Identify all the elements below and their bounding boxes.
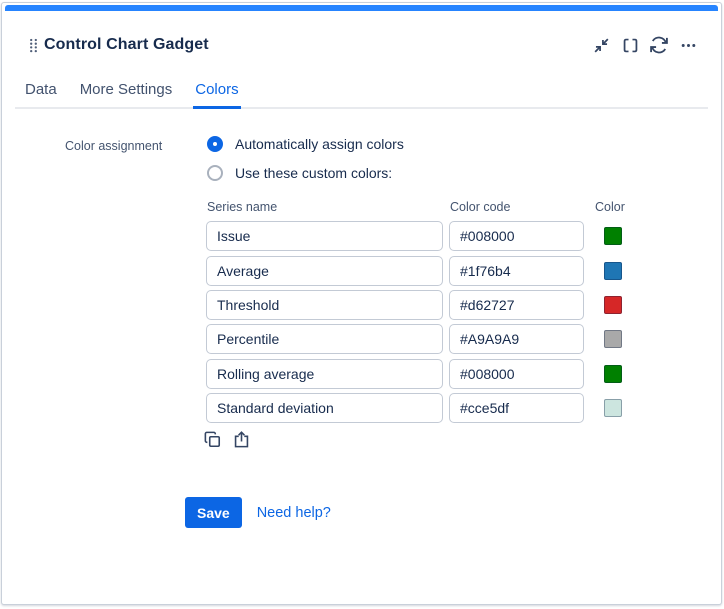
- series-name-input[interactable]: [206, 393, 443, 423]
- color-swatch[interactable]: [604, 227, 622, 245]
- series-name-input[interactable]: [206, 359, 443, 389]
- color-code-input[interactable]: [449, 359, 584, 389]
- column-header-series-name: Series name: [207, 200, 278, 214]
- need-help-link[interactable]: Need help?: [256, 504, 331, 521]
- gadget-accent-strip: [5, 5, 718, 11]
- tab-data[interactable]: Data: [25, 81, 57, 98]
- radio-selected-icon[interactable]: [207, 136, 223, 152]
- table-row: [206, 393, 622, 423]
- color-swatch[interactable]: [604, 296, 622, 314]
- refresh-icon[interactable]: [648, 34, 670, 56]
- radio-label: Automatically assign colors: [235, 136, 404, 152]
- table-mini-actions: [203, 430, 261, 449]
- table-row: [206, 324, 622, 354]
- tab-colors[interactable]: Colors: [193, 81, 241, 109]
- radio-automatic-colors[interactable]: Automatically assign colors: [207, 136, 404, 152]
- color-code-input[interactable]: [449, 290, 584, 320]
- fullscreen-icon[interactable]: [619, 34, 641, 56]
- footer-actions: Save Need help?: [185, 497, 331, 528]
- color-code-input[interactable]: [449, 324, 584, 354]
- color-code-input[interactable]: [449, 256, 584, 286]
- gadget-tabbar: Data More Settings Colors: [15, 81, 708, 109]
- series-name-input[interactable]: [206, 256, 443, 286]
- radio-unselected-icon[interactable]: [207, 165, 223, 181]
- series-name-input[interactable]: [206, 324, 443, 354]
- table-row: [206, 221, 622, 251]
- table-row: [206, 256, 622, 286]
- copy-icon[interactable]: [203, 430, 222, 449]
- color-swatch[interactable]: [604, 365, 622, 383]
- more-options-icon[interactable]: [677, 34, 699, 56]
- minimize-icon[interactable]: [590, 34, 612, 56]
- export-icon[interactable]: [232, 430, 251, 449]
- series-name-input[interactable]: [206, 221, 443, 251]
- table-row: [206, 359, 622, 389]
- save-button[interactable]: Save: [185, 497, 242, 528]
- tab-more-settings[interactable]: More Settings: [79, 81, 173, 98]
- drag-handle-icon[interactable]: [29, 38, 38, 53]
- radio-label: Use these custom colors:: [235, 165, 393, 181]
- color-swatch[interactable]: [604, 399, 622, 417]
- column-header-color: Color: [595, 200, 625, 214]
- series-name-input[interactable]: [206, 290, 443, 320]
- column-header-color-code: Color code: [450, 200, 511, 214]
- color-assignment-label: Color assignment: [65, 139, 163, 153]
- gadget-title: Control Chart Gadget: [44, 36, 209, 53]
- color-code-input[interactable]: [449, 393, 584, 423]
- table-row: [206, 290, 622, 320]
- gadget-header: Control Chart Gadget: [29, 34, 699, 56]
- color-swatch[interactable]: [604, 330, 622, 348]
- color-swatch[interactable]: [604, 262, 622, 280]
- radio-custom-colors[interactable]: Use these custom colors:: [207, 165, 392, 181]
- color-code-input[interactable]: [449, 221, 584, 251]
